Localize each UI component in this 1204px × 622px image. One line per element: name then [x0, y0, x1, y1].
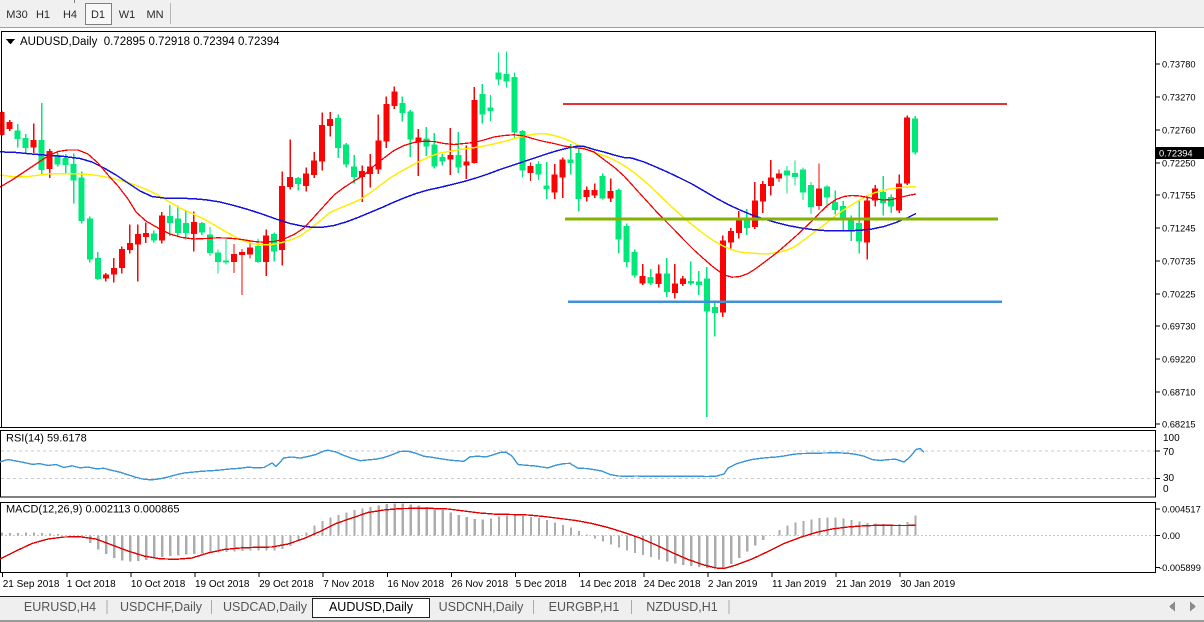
svg-text:26 Nov 2018: 26 Nov 2018 [452, 579, 509, 590]
svg-text:0.68710: 0.68710 [1162, 388, 1196, 398]
svg-text:1 Oct 2018: 1 Oct 2018 [67, 579, 116, 590]
svg-text:M30: M30 [6, 9, 27, 21]
svg-text:USDCAD,Daily: USDCAD,Daily [223, 600, 308, 614]
svg-text:2 Jan 2019: 2 Jan 2019 [708, 579, 758, 590]
svg-text:RSI(14) 59.6178: RSI(14) 59.6178 [6, 433, 87, 445]
svg-text:30 Jan 2019: 30 Jan 2019 [900, 579, 955, 590]
svg-text:H4: H4 [63, 9, 77, 21]
svg-text:AUDUSD,Daily 0.72895 0.72918: AUDUSD,Daily 0.72895 0.72918 0.72394 0.7… [20, 36, 280, 48]
svg-text:70: 70 [1163, 447, 1175, 458]
svg-text:0.70735: 0.70735 [1162, 257, 1196, 267]
svg-text:100: 100 [1163, 433, 1180, 444]
svg-text:24 Dec 2018: 24 Dec 2018 [644, 579, 701, 590]
svg-text:NZDUSD,H1: NZDUSD,H1 [646, 600, 718, 614]
svg-text:USDCHF,Daily: USDCHF,Daily [120, 600, 203, 614]
svg-text:0.72394: 0.72394 [1159, 149, 1193, 159]
svg-text:EURGBP,H1: EURGBP,H1 [549, 600, 620, 614]
svg-text:5 Dec 2018: 5 Dec 2018 [516, 579, 568, 590]
svg-text:30: 30 [1163, 473, 1175, 484]
svg-text:H1: H1 [36, 9, 50, 21]
svg-text:MN: MN [146, 9, 163, 21]
svg-text:0.00: 0.00 [1162, 531, 1180, 541]
svg-text:14 Dec 2018: 14 Dec 2018 [580, 579, 637, 590]
svg-text:21 Jan 2019: 21 Jan 2019 [836, 579, 891, 590]
svg-text:0.73780: 0.73780 [1162, 60, 1196, 70]
svg-text:11 Jan 2019: 11 Jan 2019 [772, 579, 827, 590]
svg-text:10 Oct 2018: 10 Oct 2018 [131, 579, 186, 590]
svg-text:USDCNH,Daily: USDCNH,Daily [439, 600, 524, 614]
svg-text:AUDUSD,Daily: AUDUSD,Daily [329, 600, 414, 614]
svg-text:-0.005899: -0.005899 [1159, 563, 1201, 573]
svg-text:0.69220: 0.69220 [1162, 355, 1196, 365]
svg-text:0.72250: 0.72250 [1162, 159, 1196, 169]
svg-text:0.71245: 0.71245 [1162, 224, 1196, 234]
svg-text:0.70225: 0.70225 [1162, 290, 1196, 300]
svg-text:D1: D1 [91, 9, 105, 21]
svg-text:0.73270: 0.73270 [1162, 93, 1196, 103]
svg-text:0.68215: 0.68215 [1162, 420, 1196, 430]
svg-text:16 Nov 2018: 16 Nov 2018 [387, 579, 444, 590]
svg-text:7 Nov 2018: 7 Nov 2018 [323, 579, 375, 590]
svg-text:0: 0 [1163, 484, 1169, 495]
svg-text:0.72760: 0.72760 [1162, 126, 1196, 136]
svg-text:21 Sep 2018: 21 Sep 2018 [3, 579, 60, 590]
svg-text:EURUSD,H4: EURUSD,H4 [24, 600, 96, 614]
svg-text:0.004517: 0.004517 [1162, 505, 1201, 515]
svg-text:0.71755: 0.71755 [1162, 191, 1196, 201]
svg-text:W1: W1 [119, 9, 136, 21]
svg-text:29 Oct 2018: 29 Oct 2018 [259, 579, 314, 590]
svg-text:0.69730: 0.69730 [1162, 322, 1196, 332]
svg-text:MACD(12,26,9) 0.002113 0.00086: MACD(12,26,9) 0.002113 0.000865 [6, 504, 179, 516]
svg-text:19 Oct 2018: 19 Oct 2018 [195, 579, 250, 590]
